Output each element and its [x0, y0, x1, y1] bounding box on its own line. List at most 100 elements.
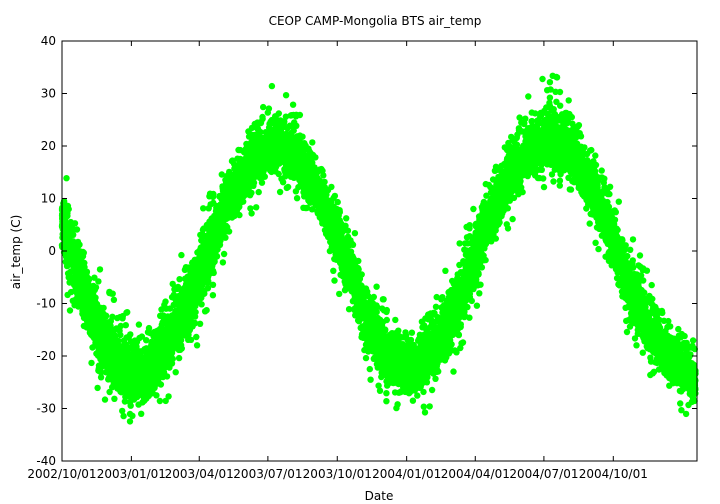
data-point — [284, 183, 292, 191]
data-point — [150, 333, 157, 340]
data-point — [126, 418, 134, 425]
data-point — [157, 312, 164, 319]
data-point — [330, 218, 337, 225]
data-point — [82, 285, 90, 292]
data-point — [109, 290, 116, 297]
data-point — [187, 272, 194, 280]
data-point — [292, 188, 300, 195]
data-point — [336, 208, 343, 216]
data-point — [220, 250, 228, 258]
data-point — [96, 266, 104, 273]
data-point — [255, 153, 262, 160]
data-point — [95, 278, 102, 285]
data-point — [217, 234, 224, 241]
data-point — [81, 259, 88, 267]
data-point — [242, 171, 249, 179]
data-point — [301, 140, 308, 147]
data-point — [247, 146, 254, 153]
data-point — [218, 171, 225, 178]
data-point — [178, 251, 185, 259]
data-point — [83, 273, 90, 280]
data-point — [309, 139, 316, 146]
data-point — [203, 240, 210, 248]
data-point — [143, 394, 150, 401]
data-point — [328, 183, 335, 191]
data-point — [115, 337, 122, 345]
data-point — [158, 352, 165, 360]
data-point — [113, 351, 120, 358]
data-point — [219, 259, 227, 266]
data-point — [154, 375, 161, 382]
data-point — [74, 262, 81, 270]
data-point — [119, 315, 126, 322]
data-point — [209, 292, 217, 299]
data-point — [270, 160, 277, 167]
data-point — [172, 312, 180, 320]
data-point — [141, 356, 149, 363]
data-point — [272, 168, 279, 175]
data-point — [279, 179, 287, 186]
data-point — [129, 359, 136, 366]
data-point — [248, 156, 255, 164]
data-point — [192, 308, 199, 316]
data-point — [276, 188, 284, 196]
data-point — [109, 313, 116, 320]
data-point — [317, 193, 324, 200]
data-point — [173, 327, 180, 335]
data-point — [330, 203, 337, 210]
data-point — [152, 350, 159, 358]
data-point — [66, 307, 74, 314]
data-point — [97, 304, 104, 311]
data-point — [69, 225, 76, 232]
data-point — [292, 113, 300, 120]
data-point — [101, 396, 109, 403]
data-point — [111, 395, 118, 402]
data-point — [97, 374, 105, 381]
data-point — [312, 154, 319, 161]
data-point — [264, 149, 271, 156]
scatter-layer — [58, 72, 699, 425]
data-point — [205, 205, 212, 212]
data-point — [248, 189, 255, 196]
data-point — [176, 276, 183, 283]
data-point — [323, 212, 330, 219]
data-point — [138, 333, 146, 340]
data-point — [228, 157, 236, 165]
data-point — [122, 341, 129, 348]
data-point — [134, 381, 141, 388]
data-point — [103, 369, 110, 376]
data-point — [135, 385, 142, 393]
data-point — [165, 393, 172, 400]
data-point — [282, 92, 290, 99]
data-point — [129, 412, 136, 419]
data-point — [200, 205, 207, 212]
data-point — [135, 321, 143, 328]
data-point — [288, 129, 295, 137]
data-point — [172, 320, 179, 327]
data-point — [249, 179, 256, 186]
data-point — [90, 309, 98, 316]
data-point — [157, 381, 165, 388]
data-point — [161, 301, 168, 309]
data-point — [123, 388, 131, 395]
data-point — [316, 202, 323, 209]
data-point — [63, 175, 70, 182]
data-point — [114, 385, 121, 392]
data-point — [76, 282, 83, 289]
data-point — [122, 322, 129, 329]
data-point — [69, 238, 76, 245]
data-point — [286, 122, 294, 129]
data-point — [64, 202, 72, 210]
data-point — [289, 101, 297, 108]
data-point — [105, 340, 113, 347]
data-point — [339, 228, 346, 235]
data-point — [150, 340, 158, 347]
data-point — [98, 369, 105, 376]
data-point — [114, 346, 122, 353]
data-point — [293, 149, 300, 156]
data-point — [309, 159, 316, 166]
data-point — [253, 204, 260, 211]
data-point — [172, 369, 179, 376]
data-point — [193, 342, 201, 349]
data-point — [318, 165, 325, 173]
